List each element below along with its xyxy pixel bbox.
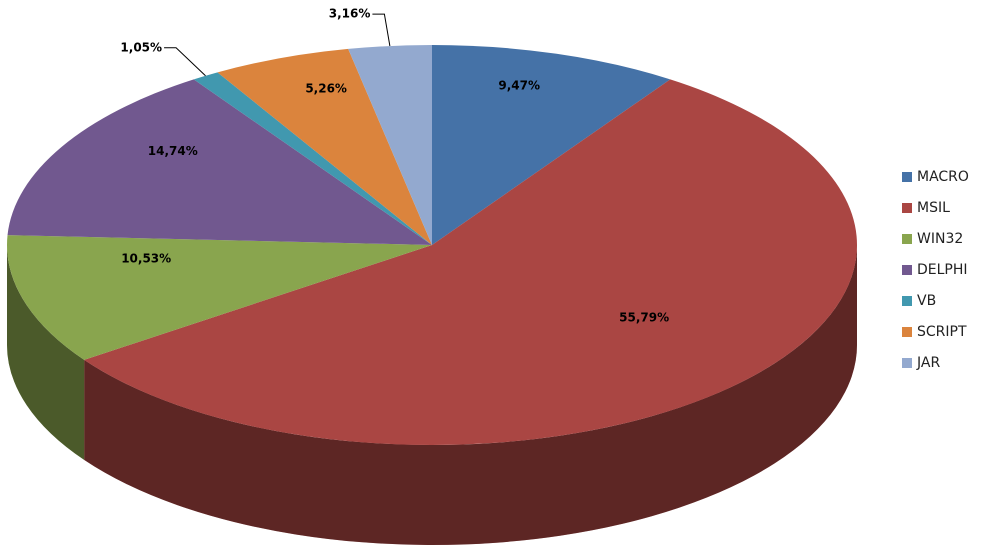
legend-label: JAR xyxy=(916,355,940,371)
slice xyxy=(84,79,858,446)
legend-swatch xyxy=(902,234,912,244)
value-label: 9,47% xyxy=(498,79,540,93)
slice-side xyxy=(7,245,85,460)
value-label: 55,79% xyxy=(619,311,669,325)
slice xyxy=(7,79,432,245)
slice xyxy=(348,45,432,245)
leader-line xyxy=(164,47,206,77)
slice xyxy=(6,235,432,360)
legend-swatch xyxy=(902,265,912,275)
legend-swatch xyxy=(902,327,912,337)
legend-swatch xyxy=(902,203,912,213)
slice xyxy=(193,72,432,245)
slice xyxy=(217,48,432,245)
legend-label: MSIL xyxy=(917,200,950,216)
legend-label: WIN32 xyxy=(917,231,963,247)
legend-label: DELPHI xyxy=(917,262,968,278)
legend-label: VB xyxy=(917,293,936,309)
leader-line xyxy=(372,13,391,47)
value-label: 3,16% xyxy=(329,7,371,21)
legend-swatch xyxy=(902,296,912,306)
slice xyxy=(432,45,671,245)
value-label: 14,74% xyxy=(148,144,198,158)
slice-side-shade xyxy=(84,245,858,546)
value-label: 1,05% xyxy=(120,40,162,54)
value-label: 10,53% xyxy=(121,251,171,265)
legend-swatch xyxy=(902,358,912,368)
slice-side-shade xyxy=(7,245,85,460)
legend-swatch xyxy=(902,172,912,182)
legend-label: SCRIPT xyxy=(917,324,967,340)
legend-label: MACRO xyxy=(917,169,969,185)
slice-side xyxy=(84,245,858,546)
value-label: 5,26% xyxy=(305,82,347,96)
